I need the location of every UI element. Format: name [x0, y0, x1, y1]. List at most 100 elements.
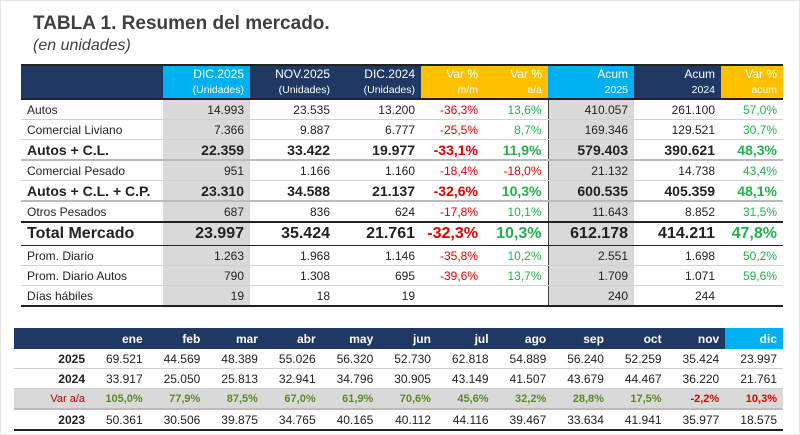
table-cell: 39.467: [494, 409, 553, 431]
table-cell: -17,8%: [421, 201, 484, 223]
table-cell: -36,3%: [421, 99, 484, 120]
table-row: Comercial Pesado 951 1.166 1.160 -18,4% -18,0…: [21, 160, 783, 181]
row-label: Autos + C.L.: [21, 139, 163, 161]
table-row: 2023 50.361 30.506 39.875 34.765 40.165 40.112…: [14, 409, 783, 431]
table-cell: 244: [634, 285, 721, 307]
column-header-line2: 2024: [691, 84, 715, 96]
table-cell: 1.071: [634, 265, 721, 286]
table-cell: 52.730: [379, 349, 437, 369]
row-label: Prom. Diario: [21, 245, 163, 266]
column-header: Var % a/a: [484, 65, 548, 99]
table-cell: 23.310: [163, 180, 250, 202]
column-header-line2: acum: [751, 84, 777, 96]
column-header: Acum 2025: [548, 65, 634, 99]
table-cell: 34.765: [263, 409, 322, 431]
table-cell: 19.977: [336, 139, 421, 161]
table-title: TABLA 1. Resumen del mercado.: [33, 13, 330, 34]
table-cell: 43.679: [552, 368, 610, 389]
table-cell: -32,6%: [421, 180, 484, 202]
column-header-line2: m/m: [457, 84, 478, 96]
table-cell: 836: [250, 201, 336, 223]
table-cell: 10,3%: [484, 180, 548, 202]
month-header: nov: [667, 328, 726, 349]
market-summary-table: DIC.2025 (Unidades) NOV.2025 (Unidades) DIC.…: [21, 64, 783, 307]
table-cell: 1.308: [250, 265, 336, 286]
table-cell: 13,6%: [484, 99, 548, 120]
row-label: Prom. Diario Autos: [21, 265, 163, 286]
table-cell: 8.852: [634, 201, 721, 223]
table-row: 2025 69.521 44.569 48.389 55.026 56.320 52.730…: [14, 349, 783, 369]
table-cell: 7.366: [163, 119, 250, 140]
table-cell: 8,7%: [484, 119, 548, 140]
table-cell: 390.621: [634, 139, 721, 161]
table-cell: 10,1%: [484, 201, 548, 223]
row-label: Autos + C.L. + C.P.: [21, 180, 163, 202]
table-cell: 55.026: [263, 349, 322, 369]
table-cell: 39.875: [206, 409, 264, 431]
column-header: NOV.2025 (Unidades): [250, 65, 336, 99]
column-header-line1: Var %: [510, 67, 542, 81]
row-label: Var a/a: [14, 388, 91, 410]
month-header: ago: [494, 328, 553, 349]
column-header-line1: NOV.2025: [275, 67, 330, 81]
row-label: Otros Pesados: [21, 201, 163, 223]
table-cell: 56.240: [552, 349, 610, 369]
table-cell: 48,1%: [721, 180, 783, 202]
table-cell: 30,7%: [721, 119, 783, 140]
table-cell: 600.535: [547, 180, 634, 202]
table-cell: 695: [336, 265, 421, 286]
table-cell: -32,3%: [421, 221, 484, 246]
table-subtitle: (en unidades): [33, 37, 131, 54]
table-cell: 61,9%: [321, 388, 380, 410]
row-label: Días hábiles: [21, 285, 163, 307]
column-header: [21, 65, 163, 99]
table-cell: 951: [163, 160, 250, 181]
table-cell: 1.166: [250, 160, 336, 181]
column-header-line2: (Unidades): [192, 84, 244, 96]
column-header-line1: DIC.2025: [193, 67, 244, 81]
table-cell: 105,0%: [91, 388, 149, 410]
table-cell: -33,1%: [421, 139, 484, 161]
table-cell: 56.320: [321, 349, 380, 369]
table-cell: 44.467: [609, 368, 668, 389]
table-row: Días hábiles 19 18 19 240 244: [21, 285, 783, 307]
month-header: sep: [552, 328, 610, 349]
table-cell: 54.889: [494, 349, 553, 369]
table-cell: 14.738: [634, 160, 721, 181]
table-cell: 34.588: [250, 180, 336, 202]
table-cell: 169.346: [547, 119, 634, 140]
column-header-line1: DIC.2024: [364, 67, 415, 81]
table-cell: -2,2%: [667, 388, 726, 410]
table-cell: 240: [547, 285, 634, 307]
table-cell: 10,3%: [484, 221, 548, 246]
table-cell: 23.997: [725, 349, 783, 369]
month-header: jul: [436, 328, 495, 349]
monthly-table: ene feb mar abr may jun jul ago sep oct nov dic 202…: [14, 328, 783, 431]
table-cell: 43.149: [436, 368, 495, 389]
table-cell: 25.813: [206, 368, 264, 389]
table-cell: 23.997: [163, 221, 250, 246]
table-cell: 13,7%: [484, 265, 548, 286]
table-cell: -39,6%: [421, 265, 484, 286]
table-cell: 25.050: [148, 368, 207, 389]
table-cell: 33.917: [91, 368, 149, 389]
table-cell: 414.211: [634, 221, 721, 246]
table-cell: 59,6%: [721, 265, 783, 286]
table-cell: 22.359: [163, 139, 250, 161]
column-header: [14, 328, 91, 349]
column-header-line1: Acum: [684, 67, 715, 81]
table-cell: 21.132: [547, 160, 634, 181]
table-cell: [484, 285, 548, 307]
table-cell: 33.422: [250, 139, 336, 161]
table-cell: 21.761: [725, 368, 783, 389]
column-header-line2: a/a: [527, 84, 542, 96]
table-row: Total Mercado 23.997 35.424 21.761 -32,3% 10,…: [21, 221, 783, 246]
column-header-line2: 2025: [604, 84, 628, 96]
table-cell: 32,2%: [494, 388, 553, 410]
column-header: Var % m/m: [421, 65, 484, 99]
table-cell: 624: [336, 201, 421, 223]
table-cell: 19: [163, 285, 250, 307]
table-cell: 44.569: [148, 349, 207, 369]
table-cell: 48,3%: [721, 139, 783, 161]
column-header: Var % acum: [721, 65, 783, 99]
